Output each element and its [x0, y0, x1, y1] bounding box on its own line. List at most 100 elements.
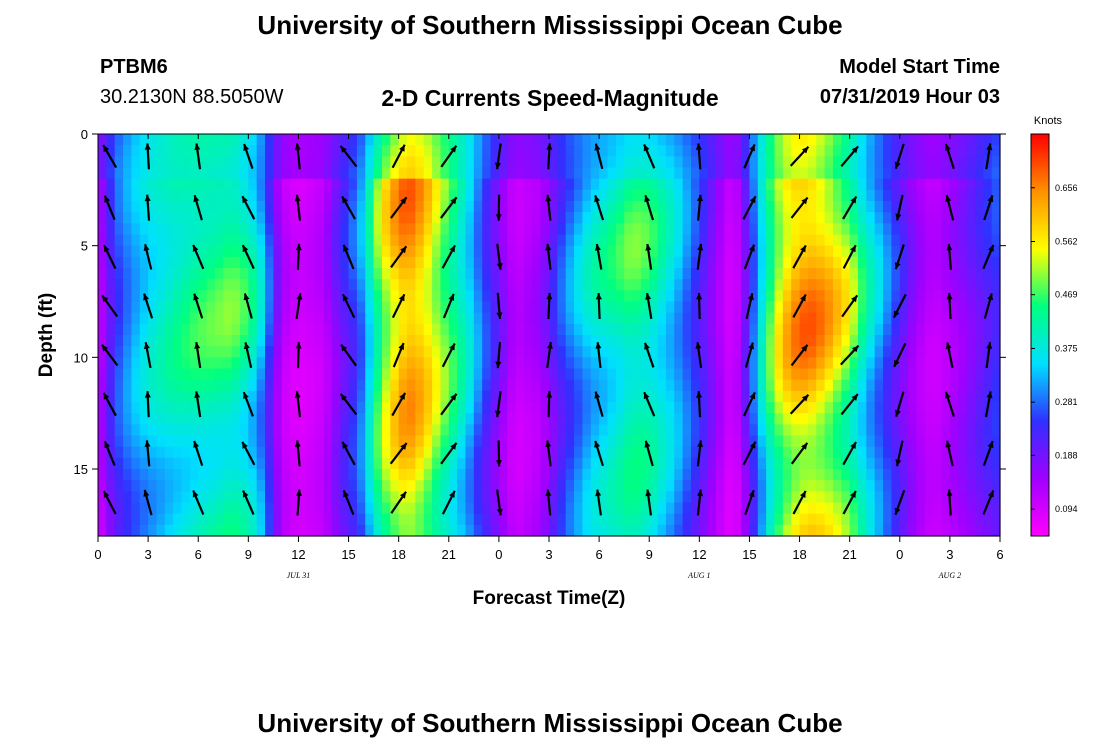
heatmap-cell — [974, 469, 984, 481]
heatmap-cell — [916, 335, 926, 347]
heatmap-cell — [774, 279, 784, 291]
heatmap-cell — [640, 513, 650, 526]
heatmap-cell — [782, 513, 792, 526]
heatmap-cell — [465, 390, 475, 403]
heatmap-cell — [549, 446, 558, 459]
heatmap-cell — [649, 323, 659, 336]
heatmap-cell — [189, 167, 199, 180]
heatmap-cell — [665, 312, 675, 325]
heatmap-cell — [415, 234, 425, 247]
heatmap-cell — [265, 156, 274, 169]
heatmap-cell — [498, 178, 508, 191]
heatmap-cell — [883, 368, 893, 381]
heatmap-cell — [490, 323, 500, 336]
heatmap-cell — [473, 178, 483, 191]
current-vector — [339, 145, 358, 168]
heatmap-cell — [490, 245, 500, 258]
heatmap-cell — [799, 178, 809, 191]
heatmap-cell — [674, 312, 684, 325]
heatmap-cell — [106, 145, 116, 157]
heatmap-cell — [974, 178, 984, 191]
heatmap-cell — [933, 502, 943, 515]
heatmap-cell — [214, 312, 224, 325]
heatmap-cell — [173, 268, 183, 280]
heatmap-cell — [741, 469, 751, 481]
heatmap-cell — [415, 446, 425, 459]
heatmap-cell — [665, 502, 675, 515]
heatmap-cell — [98, 424, 107, 437]
heatmap-cell — [248, 145, 258, 157]
heatmap-cell — [983, 279, 993, 291]
heatmap-cell — [883, 480, 893, 492]
heatmap-cell — [908, 446, 918, 459]
heatmap-cell — [832, 413, 842, 425]
current-vector — [594, 440, 604, 467]
heatmap-cell — [323, 212, 333, 224]
heatmap-cell — [248, 234, 258, 247]
heatmap-cell — [248, 446, 258, 459]
heatmap-cell — [381, 167, 391, 180]
heatmap-cell — [974, 368, 984, 381]
heatmap-cell — [549, 480, 558, 492]
heatmap-cell — [949, 524, 959, 537]
heatmap-cell — [874, 201, 884, 213]
heatmap-cell — [407, 301, 416, 314]
heatmap-cell — [231, 335, 241, 347]
heatmap-cell — [214, 446, 224, 459]
heatmap-cell — [582, 413, 592, 425]
heatmap-cell — [473, 346, 483, 358]
heatmap-cell — [899, 390, 909, 403]
heatmap-cell — [924, 234, 934, 247]
current-vector — [390, 245, 408, 269]
heatmap-cell — [615, 312, 625, 325]
heatmap-cell — [523, 469, 533, 481]
heatmap-cell — [791, 480, 801, 492]
heatmap-cell — [306, 245, 316, 258]
heatmap-cell — [356, 290, 366, 303]
heatmap-cell — [782, 245, 792, 258]
heatmap-cell — [523, 212, 533, 224]
heatmap-cell — [273, 524, 283, 537]
heatmap-cell — [933, 268, 943, 280]
heatmap-cell — [473, 502, 483, 515]
heatmap-cell — [231, 145, 241, 157]
heatmap-cell — [206, 502, 216, 515]
current-vector — [696, 194, 703, 221]
heatmap-cell — [457, 156, 467, 169]
current-vector — [645, 243, 653, 270]
heatmap-cell — [356, 178, 366, 191]
heatmap-cell — [106, 178, 116, 191]
heatmap-cell — [632, 435, 642, 448]
current-vector — [789, 393, 810, 415]
heatmap-cell — [682, 301, 692, 314]
heatmap-cell — [657, 189, 667, 202]
heatmap-cell — [983, 256, 993, 269]
heatmap-cell — [173, 189, 183, 202]
heatmap-cell — [841, 457, 851, 470]
heatmap-cell — [924, 491, 934, 504]
heatmap-cell — [724, 368, 734, 381]
heatmap-cell — [315, 491, 325, 504]
current-vector — [842, 195, 858, 220]
heatmap-cell — [874, 312, 884, 325]
heatmap-cell — [782, 323, 792, 336]
heatmap-cell — [98, 480, 107, 492]
heatmap-cell — [874, 513, 884, 526]
heatmap-cell — [724, 256, 734, 269]
heatmap-cell — [390, 346, 400, 358]
heatmap-cell — [381, 480, 391, 492]
heatmap-cell — [390, 379, 400, 392]
heatmap-cell — [407, 502, 416, 515]
heatmap-cell — [114, 491, 124, 504]
heatmap-cell — [716, 134, 725, 146]
heatmap-cell — [682, 256, 692, 269]
heatmap-cell — [415, 491, 425, 504]
heatmap-cell — [273, 256, 283, 269]
heatmap-cell — [983, 335, 993, 347]
heatmap-cell — [398, 402, 408, 414]
heatmap-cell — [716, 245, 725, 258]
heatmap-cell — [799, 335, 809, 347]
heatmap-cell — [841, 424, 851, 437]
heatmap-cell — [791, 446, 801, 459]
heatmap-cell — [239, 502, 249, 515]
